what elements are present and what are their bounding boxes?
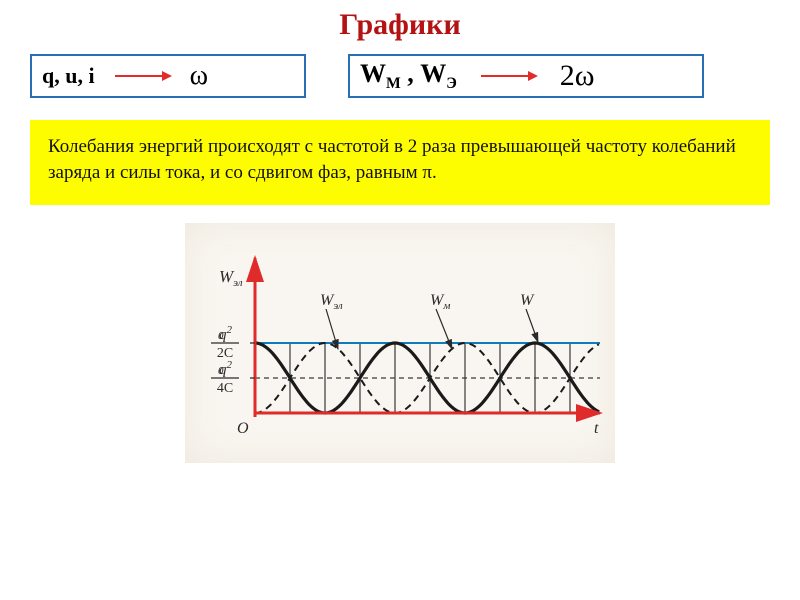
arrow-icon <box>115 75 170 77</box>
svg-text:q20: q20 <box>218 324 233 343</box>
oscillation-chart-svg: q202Cq204CWэлOtWэлWмW <box>185 223 615 463</box>
arrow-icon <box>481 75 536 77</box>
oscillation-chart: q202Cq204CWэлOtWэлWмW <box>185 223 615 463</box>
page-title: Графики <box>0 0 800 42</box>
svg-text:Wм: Wм <box>430 292 450 312</box>
svg-text:4C: 4C <box>217 381 233 396</box>
explanation-text: Колебания энергий происходят с частотой … <box>48 134 752 185</box>
svg-text:q20: q20 <box>218 359 233 378</box>
svg-text:t: t <box>594 420 599 437</box>
box-left-lhs: q, u, i <box>42 63 95 89</box>
box-wm-we-2omega: WМ , WЭ 2ω <box>348 54 704 98</box>
explanation-panel: Колебания энергий происходят с частотой … <box>30 120 770 205</box>
svg-text:Wэл: Wэл <box>219 267 243 289</box>
box-right-rhs: 2ω <box>560 59 595 93</box>
box-qui-omega: q, u, i ω <box>30 54 306 98</box>
svg-text:O: O <box>237 420 249 437</box>
formula-box-row: q, u, i ω WМ , WЭ 2ω <box>0 54 800 98</box>
svg-text:W: W <box>520 292 535 309</box>
box-right-lhs: WМ , WЭ <box>360 59 457 93</box>
box-left-rhs: ω <box>190 60 208 92</box>
svg-text:Wэл: Wэл <box>320 292 343 312</box>
